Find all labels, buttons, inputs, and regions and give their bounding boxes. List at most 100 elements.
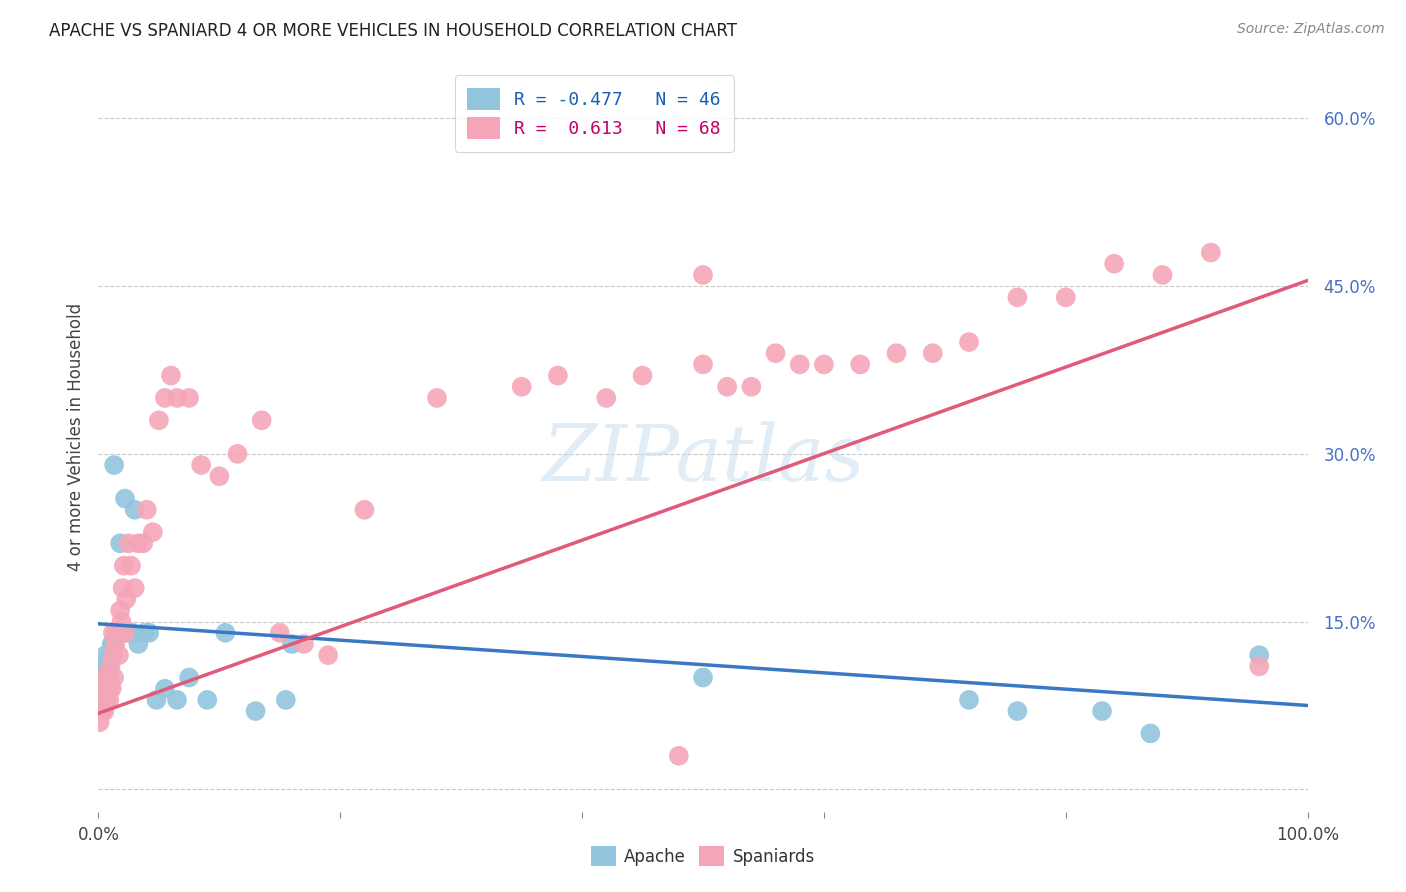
Point: [103, 671, 125, 685]
Point: [118, 625, 141, 640]
Point: [142, 525, 165, 540]
Point: [353, 502, 375, 516]
Point: [89, 715, 111, 730]
Point: [91, 671, 114, 685]
Point: [716, 380, 738, 394]
Point: [208, 469, 231, 483]
Point: [269, 625, 291, 640]
Point: [132, 536, 155, 550]
Point: [1007, 290, 1029, 304]
Point: [93, 704, 115, 718]
Point: [114, 625, 136, 640]
Point: [107, 625, 129, 640]
Point: [101, 625, 124, 640]
Point: [135, 502, 157, 516]
Point: [91, 659, 114, 673]
Point: [134, 625, 156, 640]
Point: [250, 413, 273, 427]
Point: [97, 671, 120, 685]
Point: [94, 681, 117, 696]
Point: [100, 681, 122, 696]
Point: [114, 491, 136, 506]
Point: [179, 391, 201, 405]
Legend: R = -0.477   N = 46, R =  0.613   N = 68: R = -0.477 N = 46, R = 0.613 N = 68: [454, 75, 734, 152]
Point: [127, 637, 149, 651]
Point: [100, 681, 122, 696]
Point: [108, 536, 131, 550]
Point: [94, 648, 117, 662]
Point: [631, 368, 654, 383]
Point: [145, 693, 167, 707]
Point: [107, 625, 129, 640]
Point: [692, 358, 714, 372]
Point: [274, 693, 297, 707]
Point: [1249, 648, 1271, 662]
Point: [91, 681, 114, 696]
Point: [765, 346, 787, 360]
Point: [108, 603, 131, 617]
Point: [120, 558, 142, 573]
Point: [98, 693, 121, 707]
Point: [1152, 268, 1174, 282]
Point: [668, 748, 690, 763]
Point: [195, 693, 218, 707]
Point: [124, 581, 146, 595]
Text: ZIPatlas: ZIPatlas: [541, 421, 865, 498]
Point: [740, 380, 762, 394]
Point: [112, 558, 135, 573]
Point: [281, 637, 304, 651]
Point: [148, 413, 170, 427]
Point: [292, 637, 315, 651]
Point: [93, 671, 115, 685]
Point: [138, 625, 160, 640]
Point: [90, 671, 112, 685]
Point: [1249, 659, 1271, 673]
Point: [110, 615, 132, 629]
Point: [98, 671, 121, 685]
Point: [90, 681, 112, 696]
Point: [100, 637, 122, 651]
Point: [115, 592, 138, 607]
Point: [166, 693, 188, 707]
Point: [90, 693, 112, 707]
Point: [91, 693, 114, 707]
Point: [957, 334, 980, 349]
Point: [789, 358, 811, 372]
Point: [1054, 290, 1077, 304]
Text: Source: ZipAtlas.com: Source: ZipAtlas.com: [1237, 22, 1385, 37]
Point: [93, 671, 115, 685]
Point: [1091, 704, 1114, 718]
Point: [100, 659, 122, 673]
Point: [849, 358, 872, 372]
Point: [214, 625, 236, 640]
Point: [105, 625, 128, 640]
Point: [96, 671, 118, 685]
Point: [510, 380, 533, 394]
Point: [1102, 257, 1125, 271]
Point: [426, 391, 449, 405]
Y-axis label: 4 or more Vehicles in Household: 4 or more Vehicles in Household: [66, 303, 84, 571]
Point: [1139, 726, 1161, 740]
Text: APACHE VS SPANIARD 4 OR MORE VEHICLES IN HOUSEHOLD CORRELATION CHART: APACHE VS SPANIARD 4 OR MORE VEHICLES IN…: [49, 22, 737, 40]
Point: [692, 671, 714, 685]
Point: [121, 625, 143, 640]
Point: [921, 346, 943, 360]
Point: [91, 681, 114, 696]
Point: [245, 704, 267, 718]
Point: [190, 458, 212, 472]
Point: [547, 368, 569, 383]
Point: [226, 447, 249, 461]
Point: [111, 581, 134, 595]
Point: [160, 368, 183, 383]
Point: [96, 681, 118, 696]
Point: [1007, 704, 1029, 718]
Point: [101, 648, 124, 662]
Point: [124, 502, 146, 516]
Point: [105, 625, 128, 640]
Point: [595, 391, 617, 405]
Point: [97, 659, 120, 673]
Point: [96, 693, 118, 707]
Point: [153, 391, 176, 405]
Point: [104, 637, 127, 651]
Point: [103, 458, 125, 472]
